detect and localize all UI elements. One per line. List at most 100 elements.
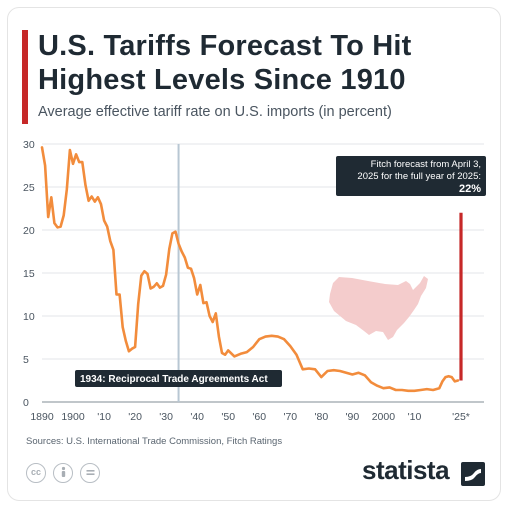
x-tick-label-1900: 1900 [61, 411, 85, 423]
data-point-1936 [183, 256, 186, 259]
data-point-1919 [131, 347, 133, 350]
data-point-1982 [326, 370, 329, 372]
x-tick-label-2025: '25* [452, 411, 470, 423]
data-point-1974 [301, 368, 304, 371]
data-point-1893 [50, 196, 53, 199]
data-point-1910 [103, 219, 105, 222]
data-point-1899 [69, 149, 71, 151]
data-point-1896 [59, 225, 62, 228]
data-point-1958 [252, 346, 255, 348]
data-point-1964 [270, 334, 273, 337]
forecast-callout-value: 22% [459, 183, 481, 195]
data-point-1943 [205, 301, 208, 304]
data-point-1895 [56, 226, 59, 229]
data-point-1932 [171, 232, 174, 235]
y-tick-label-15: 15 [23, 268, 35, 280]
data-point-1935 [180, 250, 183, 253]
data-point-1905 [87, 199, 90, 202]
data-point-1913 [112, 248, 115, 251]
data-point-1937 [187, 266, 189, 269]
x-tick-label-1910: '10 [97, 411, 111, 423]
data-point-2023 [453, 380, 456, 383]
data-point-1921 [137, 303, 140, 305]
data-point-1950 [227, 349, 230, 352]
data-point-2022 [450, 376, 453, 378]
data-point-1986 [339, 370, 341, 372]
1934-annotation-label: 1934: Reciprocal Trade Agreements Act [80, 374, 268, 385]
title-line-1: U.S. Tariffs Forecast To Hit [38, 30, 412, 62]
x-tick-label-2010: '10 [408, 411, 422, 423]
data-point-1901 [75, 153, 77, 156]
data-point-1942 [202, 302, 205, 304]
data-point-2020 [444, 376, 447, 378]
data-point-1968 [283, 338, 285, 341]
data-point-1909 [100, 203, 102, 206]
data-point-1944 [208, 315, 211, 317]
data-point-1996 [370, 381, 372, 384]
data-point-1904 [84, 184, 87, 187]
infographic-card [7, 7, 501, 501]
data-point-2002 [388, 386, 391, 389]
y-tick-label-0: 0 [23, 397, 29, 409]
data-point-1946 [214, 312, 217, 315]
data-point-2021 [447, 375, 450, 378]
data-point-1938 [190, 267, 192, 270]
data-point-1972 [295, 353, 298, 356]
data-point-2016 [432, 389, 434, 391]
data-point-1915 [118, 293, 121, 296]
data-point-1892 [47, 216, 50, 219]
y-tick-label-25: 25 [23, 182, 35, 194]
data-point-1908 [97, 196, 99, 199]
x-tick-label-1980: '80 [314, 411, 328, 423]
1934-annotation: 1934: Reciprocal Trade Agreements Act [75, 370, 282, 387]
data-point-1916 [121, 326, 124, 329]
data-point-1949 [224, 353, 227, 356]
data-point-1917 [124, 340, 127, 342]
y-tick-label-30: 30 [23, 139, 35, 151]
no-derivatives-icon [80, 463, 100, 483]
data-point-1956 [245, 351, 248, 353]
x-axis-ticks: 1890 1900 '10 '20 '30 '40 '50 '60 '70 '80 '90 2000 '… [30, 411, 470, 423]
data-point-1939 [193, 277, 196, 280]
data-point-1970 [289, 345, 292, 347]
forecast-callout-line-1: Fitch forecast from April 3, [371, 159, 481, 170]
y-tick-label-20: 20 [23, 225, 35, 237]
data-point-2006 [401, 389, 403, 391]
data-point-1897 [62, 214, 65, 217]
data-point-1907 [93, 200, 96, 203]
x-tick-label-1950: '50 [221, 411, 235, 423]
x-tick-label-1970: '70 [283, 411, 297, 423]
chart-subtitle: Average effective tariff rate on U.S. im… [38, 104, 392, 120]
data-point-1902 [78, 161, 81, 164]
data-point-2010 [413, 389, 416, 392]
data-point-1911 [106, 225, 109, 228]
x-tick-label-1920: '20 [128, 411, 142, 423]
forecast-callout: Fitch forecast from April 3, 2025 for th… [336, 156, 486, 196]
data-point-1912 [109, 240, 112, 243]
forecast-callout-box [336, 156, 486, 196]
data-point-1940 [196, 293, 199, 296]
x-tick-label-1890: 1890 [30, 411, 54, 423]
data-point-2019 [441, 380, 444, 383]
data-point-1930 [165, 273, 168, 276]
x-tick-label-1990: '90 [346, 411, 360, 423]
us-map-icon [329, 276, 428, 340]
data-point-1962 [264, 335, 267, 338]
data-point-1920 [134, 346, 137, 348]
data-point-1980 [320, 376, 323, 378]
data-point-1945 [211, 321, 214, 323]
data-point-1924 [146, 273, 149, 275]
title-line-2: Highest Levels Since 1910 [38, 64, 406, 96]
data-point-2014 [426, 388, 428, 390]
statista-logo-icon [461, 462, 485, 486]
tariff-rate-points [41, 146, 459, 392]
data-point-1890 [41, 146, 43, 149]
data-point-1948 [221, 352, 223, 354]
y-axis-ticks: 0 5 10 15 20 25 30 [23, 139, 35, 409]
source-note: Sources: U.S. International Trade Commis… [26, 436, 283, 447]
data-point-1918 [127, 350, 130, 353]
data-point-1925 [149, 287, 152, 290]
data-point-2008 [407, 389, 410, 392]
data-point-1929 [162, 285, 164, 287]
